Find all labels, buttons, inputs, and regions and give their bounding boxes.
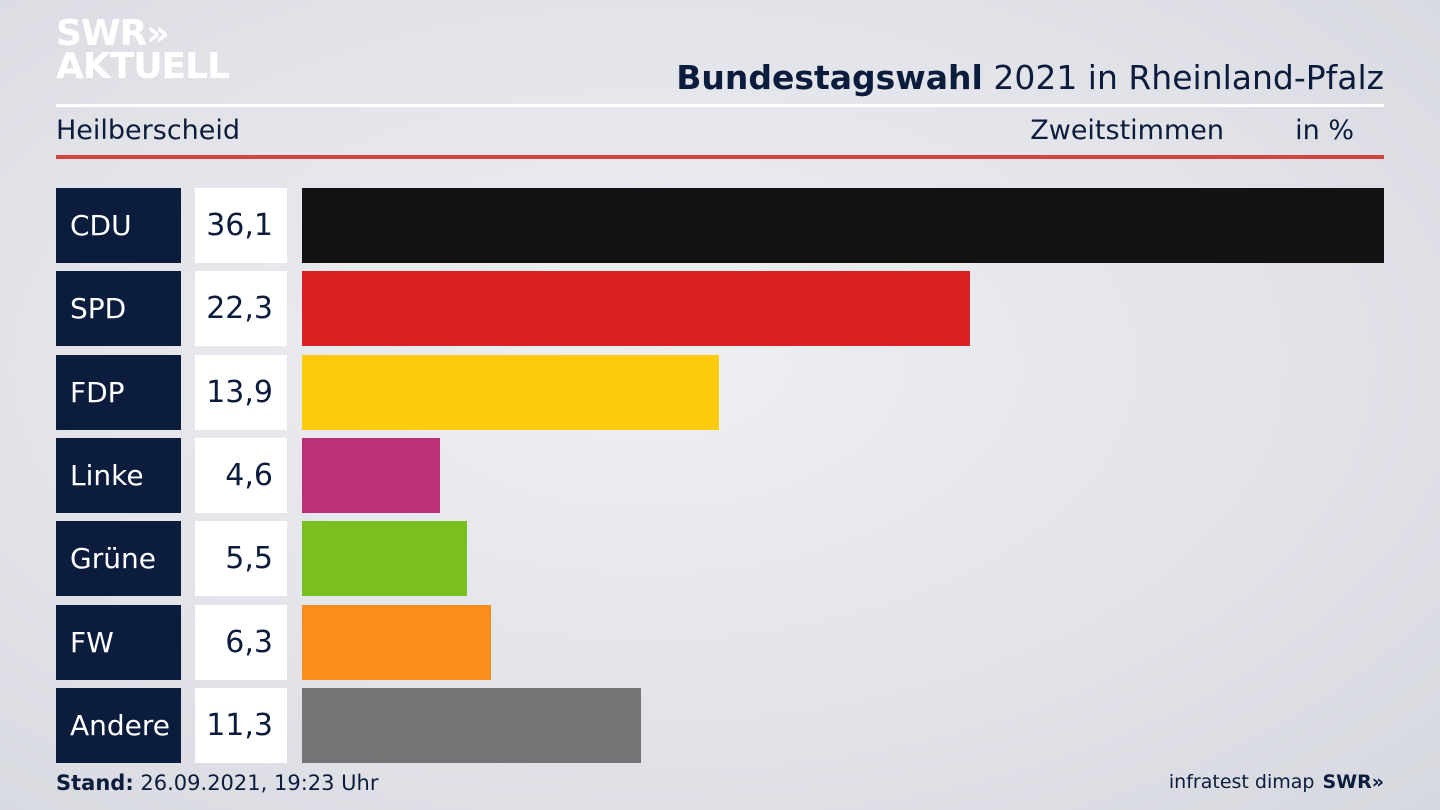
chart-title-bold: Bundestagswahl [676, 58, 983, 97]
party-label: Linke [56, 437, 181, 513]
party-label: SPD [56, 271, 181, 347]
measure-label: Zweitstimmen [1030, 115, 1224, 146]
value-label: 4,6 [195, 437, 287, 513]
accent-divider [56, 155, 1384, 159]
bar-row: FW 6,3 [56, 604, 1384, 680]
value-label: 22,3 [195, 271, 287, 347]
source-credit: infratest dimap SWR» [1169, 771, 1384, 793]
bar [302, 687, 641, 763]
party-label: FW [56, 604, 181, 680]
swr-aktuell-logo: SWR» AKTUELL [56, 13, 230, 87]
logo-line-2: AKTUELL [56, 46, 230, 87]
bar [302, 521, 467, 597]
timestamp: Stand: 26.09.2021, 19:23 Uhr [56, 771, 379, 795]
region-label: Heilberscheid [56, 115, 241, 146]
bar-row: Andere 11,3 [56, 687, 1384, 763]
bar-row: CDU 36,1 [56, 188, 1384, 263]
bar-row: SPD 22,3 [56, 271, 1384, 347]
header-divider [56, 104, 1384, 107]
party-label: Andere [56, 687, 181, 763]
timestamp-value: 26.09.2021, 19:23 Uhr [133, 771, 379, 795]
chart-title: Bundestagswahl 2021 in Rheinland-Pfalz [676, 58, 1384, 97]
party-label: FDP [56, 354, 181, 430]
timestamp-label: Stand: [56, 771, 134, 795]
bar [302, 437, 440, 513]
bar-row: FDP 13,9 [56, 354, 1384, 430]
bar [302, 354, 719, 430]
value-label: 13,9 [195, 354, 287, 430]
source-name: infratest dimap [1168, 771, 1315, 793]
value-label: 11,3 [195, 687, 287, 763]
bar-row: Linke 4,6 [56, 437, 1384, 513]
value-label: 5,5 [195, 521, 287, 597]
logo-line-1: SWR» [56, 13, 170, 54]
unit-label: in % [1295, 115, 1354, 146]
value-label: 6,3 [195, 604, 287, 680]
chart-title-rest: 2021 in Rheinland-Pfalz [982, 58, 1384, 97]
swr-small-logo: SWR» [1322, 771, 1384, 793]
party-label: CDU [56, 188, 181, 263]
bar [302, 271, 971, 347]
bar [302, 188, 1384, 263]
bar-row: Grüne 5,5 [56, 521, 1384, 597]
bar [302, 604, 491, 680]
value-label: 36,1 [195, 188, 287, 263]
party-label: Grüne [56, 521, 181, 597]
